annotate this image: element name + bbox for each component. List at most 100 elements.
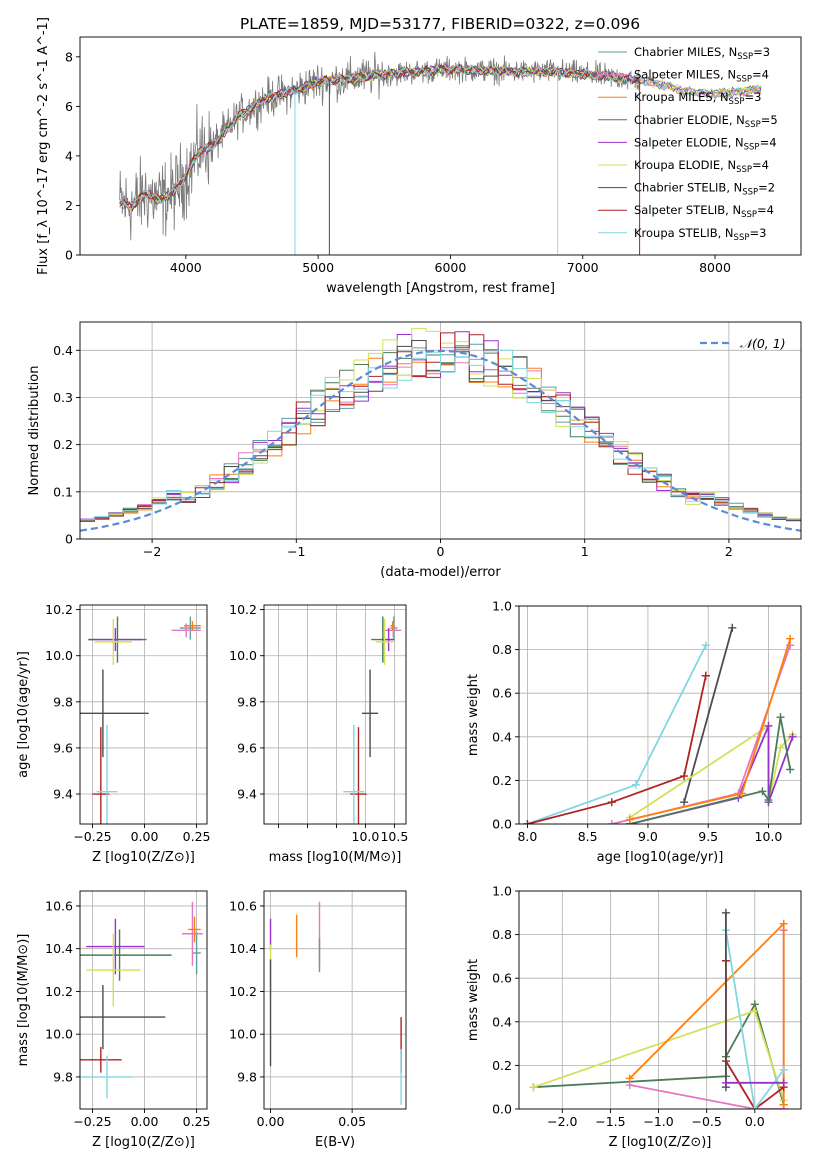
mass_weight_vs_age-xlabel: age [log10(age/yr)] bbox=[597, 850, 724, 865]
y-tick-label: 8 bbox=[65, 49, 73, 64]
axes-frame bbox=[518, 890, 802, 1110]
legend-label: Salpeter STELIB, NSSP=4 bbox=[634, 203, 774, 220]
y-tick-label: 10.6 bbox=[229, 898, 257, 913]
salpeter_stelib-weight-line bbox=[527, 675, 707, 824]
y-tick-label: 0.8 bbox=[492, 927, 512, 942]
salpeter_elodie-marker bbox=[721, 1078, 730, 1087]
kroupa_stelib-marker bbox=[631, 780, 640, 789]
residuals-axes: −2 −1 0 1 2 0 0.1 0.2 0.3 0.4 (data-model)/error No… bbox=[27, 321, 802, 580]
legend-label: Kroupa STELIB, NSSP=3 bbox=[634, 226, 766, 243]
x-tick-label: 5000 bbox=[302, 260, 334, 275]
kroupa_miles-marker bbox=[625, 815, 634, 824]
x-tick-label: 0.25 bbox=[183, 1114, 211, 1129]
figure-title: PLATE=1859, MJD=53177, FIBERID=0322, z=0… bbox=[240, 15, 640, 33]
kroupa_miles-marker bbox=[786, 634, 795, 643]
kroupa_elodie-marker bbox=[776, 743, 785, 752]
legend-subscript: SSP bbox=[744, 142, 760, 152]
y-tick-label: 9.8 bbox=[53, 1069, 73, 1084]
legend-label: Chabrier STELIB, NSSP=2 bbox=[634, 181, 775, 198]
kroupa_miles-marker bbox=[625, 1074, 634, 1083]
salpeter_stelib-marker bbox=[523, 820, 532, 824]
kroupa_elodie-marker bbox=[750, 1006, 759, 1015]
y-tick-label: 10.0 bbox=[45, 648, 73, 663]
mass_vs_EBV-axes: 0.00 0.05 9.8 10.0 10.2 10.4 10.6 E(B-V) bbox=[229, 890, 407, 1150]
mass_weight_vs_Z-ylabel: mass weight bbox=[466, 959, 481, 1041]
y-tick-label: 10.2 bbox=[229, 984, 257, 999]
spectrum-xlabel: wavelength [Angstrom, rest frame] bbox=[326, 281, 555, 296]
kroupa_miles-marker bbox=[779, 919, 788, 928]
legend-subscript: SSP bbox=[729, 97, 745, 107]
kroupa_miles-marker bbox=[779, 1100, 788, 1109]
x-tick-label: 0.00 bbox=[131, 829, 159, 844]
x-tick-label: 8.5 bbox=[578, 829, 598, 844]
legend-label-tail: =4 bbox=[760, 135, 777, 149]
chabrier_elodie-marker bbox=[776, 713, 785, 722]
legend-label-tail: =5 bbox=[761, 113, 778, 127]
y-tick-label: 0 bbox=[65, 248, 73, 263]
axes-frame bbox=[79, 321, 802, 540]
mass_weight_vs_age-ylabel: mass weight bbox=[466, 674, 481, 756]
y-tick-label: 0.8 bbox=[492, 642, 512, 657]
spectrum-legend: Chabrier MILES, NSSP=3 Salpeter MILES, NS… bbox=[598, 45, 778, 243]
y-tick-label: 6 bbox=[65, 99, 73, 114]
y-tick-label: 0.4 bbox=[53, 343, 73, 358]
age_vs_Z-axes: −0.25 0.00 0.25 9.4 9.6 9.8 10.0 10.2 Z [log10(Z… bbox=[16, 602, 211, 865]
x-tick-label: 7000 bbox=[567, 260, 599, 275]
normal-distribution-curve bbox=[80, 349, 801, 532]
legend-label-tail: =4 bbox=[757, 203, 774, 217]
legend-subscript: SSP bbox=[736, 165, 752, 175]
legend-subscript: SSP bbox=[734, 233, 750, 243]
legend-label-tail: =4 bbox=[752, 68, 769, 82]
legend-subscript: SSP bbox=[742, 188, 758, 198]
legend-label: Salpeter ELODIE, NSSP=4 bbox=[634, 135, 777, 152]
kroupa_stelib-histogram bbox=[80, 349, 801, 521]
mass_vs_Z-axes: −0.25 0.00 0.25 9.8 10.0 10.2 10.4 10.6 Z [log10… bbox=[16, 890, 211, 1150]
kroupa_stelib-marker bbox=[779, 1065, 788, 1074]
age_vs_mass-plot bbox=[343, 616, 402, 824]
y-tick-label: 1.0 bbox=[492, 599, 512, 614]
x-tick-label: 6000 bbox=[435, 260, 467, 275]
y-tick-label: 10.2 bbox=[229, 602, 257, 617]
y-tick-label: 10.6 bbox=[45, 898, 73, 913]
y-tick-label: 2 bbox=[65, 198, 73, 213]
chabrier_stelib-marker bbox=[721, 908, 730, 917]
y-tick-label: 1.0 bbox=[492, 884, 512, 899]
legend-label-tail: =3 bbox=[753, 45, 770, 59]
y-tick-label: 0.2 bbox=[53, 437, 73, 452]
x-tick-label: 0.00 bbox=[257, 1114, 285, 1129]
mass_weight_vs_Z-plot bbox=[529, 908, 788, 1109]
x-tick-label: 0 bbox=[437, 544, 445, 559]
spectrum-plot bbox=[119, 51, 762, 255]
legend-label: Kroupa ELODIE, NSSP=4 bbox=[634, 158, 769, 175]
y-tick-label: 0.3 bbox=[53, 390, 73, 405]
kroupa_elodie-marker bbox=[529, 1083, 538, 1092]
y-tick-label: 0.2 bbox=[492, 1058, 512, 1073]
salpeter_elodie-marker bbox=[764, 721, 773, 730]
y-tick-label: 0.0 bbox=[492, 817, 512, 832]
y-tick-label: 10.0 bbox=[45, 1027, 73, 1042]
salpeter_miles-marker bbox=[607, 820, 616, 824]
x-tick-label: 2 bbox=[725, 544, 733, 559]
x-tick-label: −1.5 bbox=[595, 1114, 625, 1129]
x-tick-label: −2.0 bbox=[547, 1114, 577, 1129]
spectrum-ylabel: Flux [f_λ 10^-17 erg cm^-2 s^-1 A^-1] bbox=[36, 17, 51, 275]
y-tick-label: 10.0 bbox=[229, 648, 257, 663]
axes-frame bbox=[263, 604, 407, 825]
x-tick-label: 0.0 bbox=[745, 1114, 765, 1129]
y-tick-label: 0.0 bbox=[492, 1102, 512, 1117]
x-tick-label: 0.00 bbox=[131, 1114, 159, 1129]
y-tick-label: 0.4 bbox=[492, 1014, 512, 1029]
kroupa_stelib-marker bbox=[750, 1105, 759, 1109]
salpeter_stelib-marker bbox=[607, 798, 616, 807]
y-tick-label: 0 bbox=[65, 532, 73, 547]
y-tick-label: 9.6 bbox=[237, 740, 257, 755]
legend-label: Salpeter MILES, NSSP=4 bbox=[634, 68, 769, 85]
kroupa_stelib-weight-line bbox=[527, 644, 707, 824]
x-tick-label: −1.0 bbox=[643, 1114, 673, 1129]
y-tick-label: 10.2 bbox=[45, 984, 73, 999]
kroupa_miles-marker bbox=[737, 789, 746, 798]
x-tick-label: 8000 bbox=[699, 260, 731, 275]
y-tick-label: 4 bbox=[65, 148, 73, 163]
